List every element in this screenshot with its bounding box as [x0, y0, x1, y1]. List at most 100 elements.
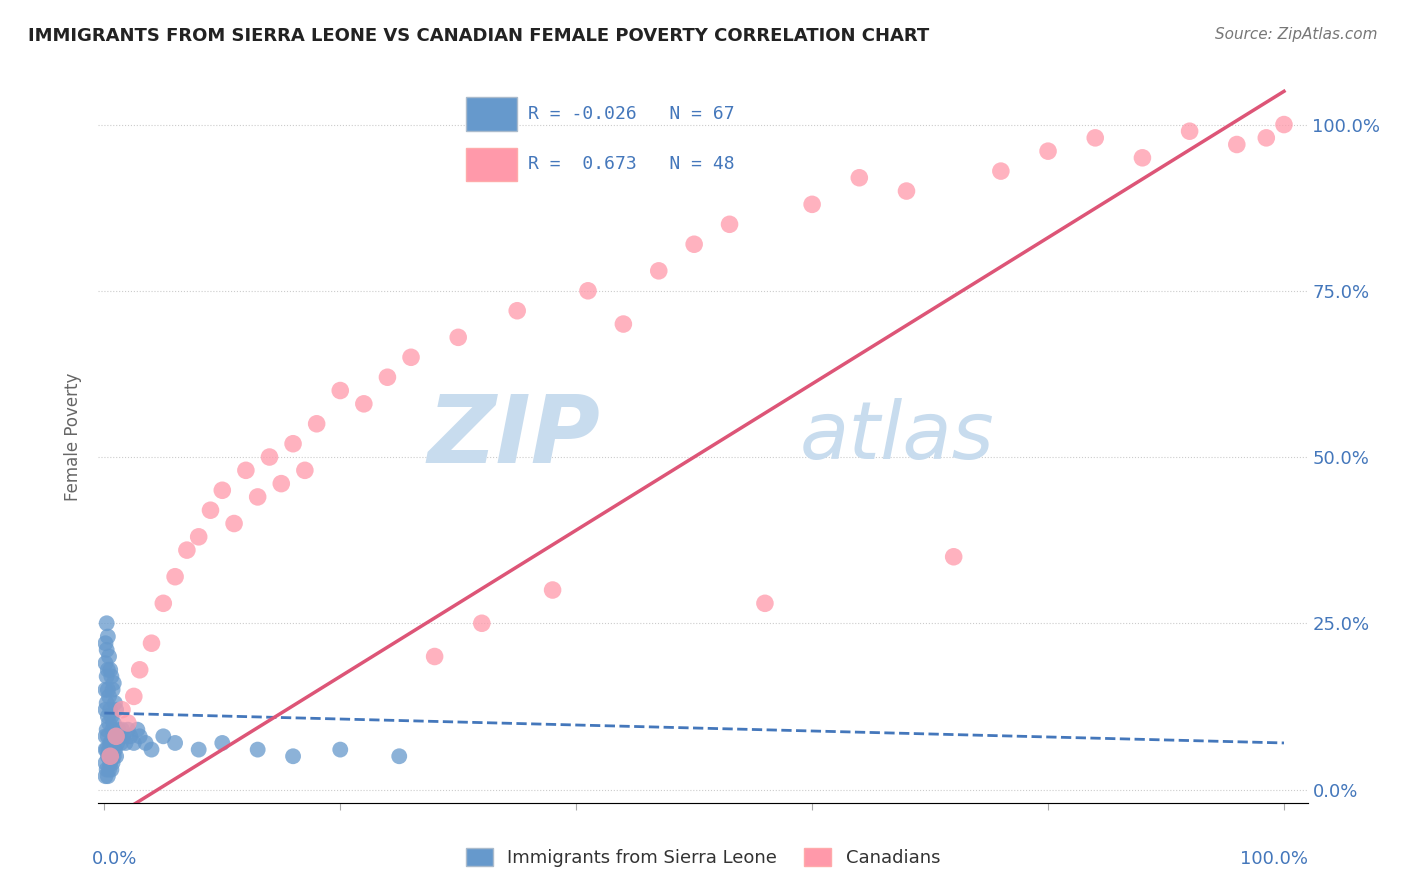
Point: [135, 736, 157, 750]
Point: [506, 303, 529, 318]
Point: [94, 682, 117, 697]
Point: [848, 170, 870, 185]
Point: [98, 649, 121, 664]
Point: [942, 549, 965, 564]
Point: [97, 769, 120, 783]
Point: [94, 756, 117, 770]
Point: [98, 690, 121, 704]
Point: [105, 703, 128, 717]
Point: [103, 716, 125, 731]
Point: [94, 703, 117, 717]
Point: [104, 742, 127, 756]
Point: [98, 756, 121, 770]
Point: [152, 596, 174, 610]
Point: [98, 763, 121, 777]
Point: [576, 284, 599, 298]
Point: [107, 723, 129, 737]
Point: [127, 723, 149, 737]
Point: [105, 736, 128, 750]
Point: [187, 530, 209, 544]
Point: [141, 742, 163, 756]
Point: [471, 616, 494, 631]
Point: [270, 476, 292, 491]
Point: [259, 450, 281, 464]
Text: 100.0%: 100.0%: [1240, 850, 1308, 868]
Text: ZIP: ZIP: [427, 391, 600, 483]
Point: [100, 709, 122, 723]
Point: [377, 370, 399, 384]
Point: [98, 749, 121, 764]
Point: [648, 264, 671, 278]
Point: [101, 756, 124, 770]
Point: [97, 749, 120, 764]
Point: [683, 237, 706, 252]
Point: [329, 384, 352, 398]
Point: [105, 729, 128, 743]
Point: [1084, 131, 1107, 145]
Point: [187, 742, 209, 756]
Point: [612, 317, 634, 331]
Point: [97, 663, 120, 677]
Text: atlas: atlas: [800, 398, 994, 476]
Point: [801, 197, 824, 211]
Point: [97, 709, 120, 723]
Point: [108, 729, 131, 743]
Point: [98, 703, 121, 717]
Point: [1226, 137, 1249, 152]
Point: [222, 516, 245, 531]
Point: [718, 217, 741, 231]
Point: [1132, 151, 1154, 165]
Point: [104, 696, 127, 710]
Point: [896, 184, 918, 198]
Point: [96, 696, 118, 710]
Point: [101, 723, 124, 737]
Point: [110, 736, 132, 750]
Point: [447, 330, 470, 344]
Point: [97, 729, 120, 743]
Point: [96, 742, 118, 756]
Point: [165, 736, 187, 750]
Point: [294, 463, 316, 477]
Point: [94, 769, 117, 783]
Point: [98, 663, 121, 677]
Point: [97, 682, 120, 697]
Point: [165, 570, 187, 584]
Point: [1178, 124, 1201, 138]
Point: [111, 703, 134, 717]
Point: [96, 616, 118, 631]
Point: [96, 669, 118, 683]
Point: [399, 351, 422, 365]
Point: [94, 656, 117, 670]
Point: [94, 729, 117, 743]
Point: [246, 742, 269, 756]
Point: [235, 463, 257, 477]
Point: [96, 763, 118, 777]
Point: [97, 630, 120, 644]
Point: [152, 729, 174, 743]
Point: [105, 749, 128, 764]
Point: [98, 736, 121, 750]
Point: [211, 483, 233, 498]
Point: [128, 663, 150, 677]
Y-axis label: Female Poverty: Female Poverty: [65, 373, 83, 501]
Point: [103, 676, 125, 690]
Point: [128, 729, 150, 743]
Point: [101, 682, 124, 697]
Point: [96, 723, 118, 737]
Point: [281, 749, 304, 764]
Point: [990, 164, 1012, 178]
Point: [114, 736, 136, 750]
Point: [176, 543, 198, 558]
Point: [281, 436, 304, 450]
Point: [423, 649, 446, 664]
Point: [246, 490, 269, 504]
Point: [100, 763, 122, 777]
Point: [98, 716, 121, 731]
Point: [103, 749, 125, 764]
Point: [1256, 131, 1278, 145]
Point: [1272, 118, 1295, 132]
Point: [388, 749, 411, 764]
Point: [122, 690, 145, 704]
Point: [100, 736, 122, 750]
Point: [120, 729, 142, 743]
